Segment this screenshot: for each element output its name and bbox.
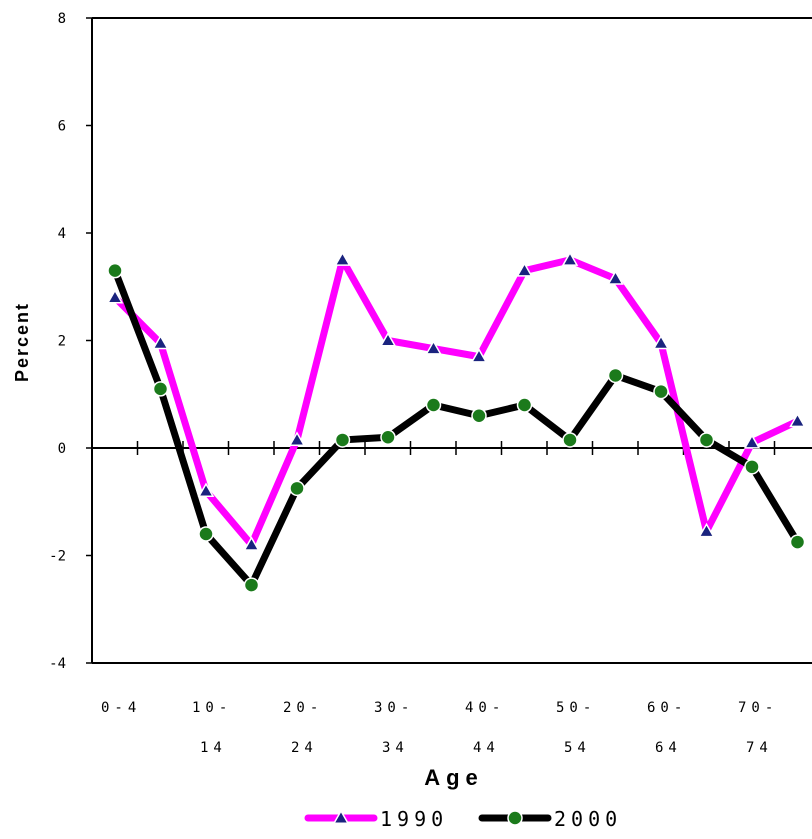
data-point-2000 <box>243 577 260 593</box>
series-line-1990 <box>111 256 801 549</box>
y-tick-label: 6 <box>58 119 66 135</box>
legend-label-1990: 1990 <box>380 807 448 831</box>
data-point-1990 <box>152 334 169 350</box>
y-tick-label: 0 <box>58 441 66 457</box>
x-tick-label: 64 <box>655 740 682 756</box>
data-point-1990 <box>288 431 306 446</box>
x-tick-label: 40- <box>465 700 505 716</box>
data-point-2000 <box>789 534 806 550</box>
data-point-2000 <box>562 432 578 448</box>
x-tick-label: 20- <box>283 700 323 716</box>
x-tick-label: 50- <box>556 700 596 716</box>
legend-marker-2000 <box>507 810 523 826</box>
data-point-1990 <box>698 522 715 538</box>
y-tick-label: 4 <box>58 226 66 242</box>
legend-label-2000: 2000 <box>554 807 622 831</box>
data-point-2000 <box>380 429 396 445</box>
x-tick-label: 74 <box>746 740 773 756</box>
x-axis-title: Age <box>424 765 484 790</box>
plot-area <box>86 17 812 664</box>
data-point-2000 <box>698 432 715 448</box>
series-layer <box>106 251 806 593</box>
x-tick-label: 54 <box>564 740 591 756</box>
x-tick-label: 30- <box>374 700 414 716</box>
y-tick-label: -2 <box>49 549 66 565</box>
x-tick-label: 60- <box>647 700 687 716</box>
x-tick-label: 70- <box>738 700 778 716</box>
data-point-1990 <box>334 251 351 266</box>
y-tick-label: -4 <box>49 656 66 672</box>
x-tick-label: 14 <box>200 740 227 756</box>
x-tick-label: 24 <box>291 740 318 756</box>
data-point-1990 <box>607 270 624 285</box>
y-tick-label: 2 <box>58 334 66 350</box>
data-point-1990 <box>470 348 488 363</box>
data-point-1990 <box>561 251 579 266</box>
series-line-2000 <box>111 267 801 589</box>
y-axis-title: Percent <box>12 302 32 382</box>
x-tick-label: 10- <box>192 700 232 716</box>
legend-marker-1990 <box>332 809 350 824</box>
data-point-1990 <box>106 288 124 304</box>
data-point-2000 <box>152 381 169 397</box>
data-point-2000 <box>334 432 351 448</box>
x-tick-label: 34 <box>382 740 409 756</box>
data-point-2000 <box>744 459 760 475</box>
data-point-2000 <box>107 262 123 279</box>
data-point-1990 <box>652 334 670 350</box>
y-tick-label: 8 <box>58 11 66 27</box>
data-point-2000 <box>198 526 214 542</box>
x-tick-label: 44 <box>473 740 500 756</box>
data-point-1990 <box>516 262 533 277</box>
data-point-1990 <box>197 482 215 497</box>
data-point-1990 <box>425 340 442 355</box>
x-tick-label: 0-4 <box>101 700 141 716</box>
data-point-2000 <box>471 408 487 424</box>
legend: 1990 2000 <box>304 807 622 831</box>
data-point-2000 <box>516 397 533 413</box>
data-point-1990 <box>379 331 397 347</box>
data-point-1990 <box>789 412 806 428</box>
data-point-2000 <box>289 480 305 497</box>
data-point-2000 <box>653 383 669 400</box>
data-point-2000 <box>425 397 442 413</box>
data-point-1990 <box>743 434 761 449</box>
data-point-1990 <box>243 536 260 551</box>
data-point-2000 <box>607 367 624 384</box>
